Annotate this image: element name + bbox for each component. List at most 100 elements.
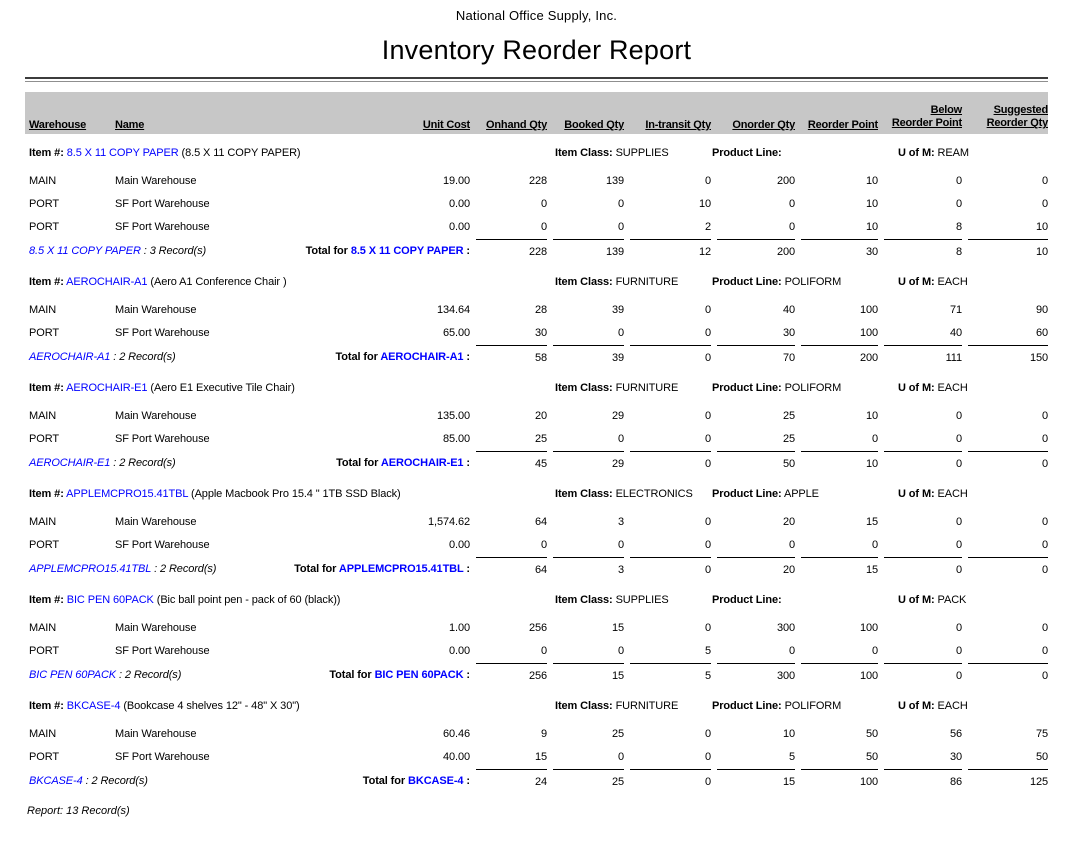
warehouse-code: PORT [29, 539, 59, 552]
col-header-suggested-line1: Suggested [993, 103, 1049, 116]
below-reorder-point-value: 0 [955, 645, 962, 658]
total-booked-qty: 39 [553, 344, 624, 369]
below-reorder-point-value: 30 [949, 751, 962, 764]
below-reorder-point-value: 0 [955, 410, 962, 423]
report-body: Item #: 8.5 X 11 COPY PAPER (8.5 X 11 CO… [25, 146, 1048, 793]
item-code-link[interactable]: AEROCHAIR-A1 [66, 275, 148, 288]
total-onhand-qty: 228 [476, 238, 547, 263]
booked-qty-value: 29 [611, 410, 624, 423]
onorder-qty-value: 0 [788, 198, 795, 211]
item-class-field: Item Class: ELECTRONICS [555, 487, 712, 503]
warehouse-rows: MAIN Main Warehouse 19.00 228 139 0 200 … [25, 170, 1048, 239]
warehouse-name: Main Warehouse [115, 622, 197, 635]
in-transit-qty-value: 10 [698, 198, 711, 211]
onhand-qty-value: 28 [534, 304, 547, 317]
onorder-qty-value: 0 [788, 221, 795, 234]
total-for-item-code: AEROCHAIR-A1 [380, 350, 464, 363]
total-below-reorder-point: 0 [884, 662, 962, 687]
group-total-label: Total for APPLEMCPRO15.41TBL : [265, 557, 470, 581]
item-group-header: Item #: AEROCHAIR-A1 (Aero A1 Conference… [25, 275, 1048, 291]
col-header-in-transit-qty: In-transit Qty [645, 119, 711, 131]
suggested-reorder-qty-value: 60 [1035, 327, 1048, 340]
below-reorder-point-value: 0 [955, 198, 962, 211]
warehouse-rows: MAIN Main Warehouse 135.00 20 29 0 25 10… [25, 405, 1048, 451]
item-group-header: Item #: APPLEMCPRO15.41TBL (Apple Macboo… [25, 487, 1048, 503]
total-reorder-point: 200 [801, 344, 878, 369]
warehouse-name: SF Port Warehouse [115, 433, 210, 446]
onhand-qty-value: 64 [534, 516, 547, 529]
onorder-qty-value: 20 [782, 516, 795, 529]
warehouse-name: SF Port Warehouse [115, 645, 210, 658]
warehouse-name: SF Port Warehouse [115, 327, 210, 340]
in-transit-qty-value: 0 [704, 175, 711, 188]
product-line-label: Product Line: [712, 147, 782, 159]
suggested-reorder-qty-value: 0 [1041, 622, 1048, 635]
suggested-reorder-qty-value: 50 [1035, 751, 1048, 764]
total-colon: : [466, 562, 470, 575]
uofm-value: EACH [937, 699, 968, 712]
in-transit-qty-value: 5 [704, 645, 711, 658]
total-reorder-point: 10 [801, 450, 878, 475]
unit-cost-value: 1,574.62 [427, 516, 470, 529]
item-description: (8.5 X 11 COPY PAPER) [181, 147, 301, 159]
product-line-field: Product Line: POLIFORM [712, 381, 898, 397]
item-group-header: Item #: BIC PEN 60PACK (Bic ball point p… [25, 593, 1048, 609]
warehouse-code: MAIN [29, 175, 57, 188]
item-code-link[interactable]: AEROCHAIR-E1 [66, 381, 148, 394]
warehouse-code: PORT [29, 433, 59, 446]
booked-qty-value: 0 [617, 751, 624, 764]
reorder-point-value: 50 [865, 728, 878, 741]
booked-qty-value: 139 [605, 175, 624, 188]
total-for-item-code: BKCASE-4 [408, 774, 464, 787]
item-code-link[interactable]: BKCASE-4 [66, 699, 121, 712]
total-onorder-qty: 300 [717, 662, 795, 687]
warehouse-row: PORT SF Port Warehouse 0.00 0 0 5 0 0 0 … [25, 640, 1048, 663]
item-description: (Apple Macbook Pro 15.4 " 1TB SSD Black) [191, 487, 401, 500]
item-number-line: Item #: AEROCHAIR-A1 (Aero A1 Conference… [25, 275, 555, 291]
item-class-field: Item Class: FURNITURE [555, 699, 712, 715]
warehouse-code: PORT [29, 327, 59, 340]
warehouse-code: PORT [29, 198, 59, 211]
total-for-label: Total for [329, 668, 372, 681]
suggested-reorder-qty-value: 0 [1041, 175, 1048, 188]
total-in-transit-qty: 5 [630, 662, 711, 687]
group-record-count: AEROCHAIR-E1 : 2 Record(s) [25, 451, 265, 475]
onhand-qty-value: 256 [528, 622, 547, 635]
unit-cost-value: 1.00 [448, 622, 470, 635]
group-count-item-code: AEROCHAIR-E1 [29, 456, 111, 469]
reorder-point-value: 0 [871, 539, 878, 552]
item-group: Item #: BKCASE-4 (Bookcase 4 shelves 12"… [25, 699, 1048, 793]
item-code-link[interactable]: BIC PEN 60PACK [66, 593, 154, 606]
booked-qty-value: 0 [617, 539, 624, 552]
item-code-link[interactable]: 8.5 X 11 COPY PAPER [66, 147, 179, 159]
product-line-field: Product Line: [712, 593, 898, 609]
total-for-label: Total for [362, 774, 406, 787]
item-class-field: Item Class: SUPPLIES [555, 593, 712, 609]
warehouse-code: MAIN [29, 410, 57, 423]
reorder-point-value: 100 [859, 327, 878, 340]
warehouse-name: Main Warehouse [115, 516, 197, 529]
warehouse-row: PORT SF Port Warehouse 65.00 30 0 0 30 1… [25, 322, 1048, 345]
reorder-point-value: 15 [865, 516, 878, 529]
col-header-unit-cost: Unit Cost [422, 119, 470, 131]
suggested-reorder-qty-value: 90 [1035, 304, 1048, 317]
product-line-value: POLIFORM [784, 275, 842, 288]
item-class-label: Item Class: [555, 147, 613, 159]
booked-qty-value: 3 [617, 516, 624, 529]
warehouse-rows: MAIN Main Warehouse 60.46 9 25 0 10 50 5… [25, 723, 1048, 769]
unit-cost-value: 19.00 [442, 175, 470, 188]
in-transit-qty-value: 0 [704, 539, 711, 552]
total-booked-qty: 25 [553, 768, 624, 793]
item-number-line: Item #: APPLEMCPRO15.41TBL (Apple Macboo… [25, 487, 555, 503]
report-record-count: Report: 13 Record(s) [27, 804, 130, 817]
total-onorder-qty: 50 [717, 450, 795, 475]
item-code-link[interactable]: APPLEMCPRO15.41TBL [66, 487, 189, 500]
group-total-row: BKCASE-4 : 2 Record(s) Total for BKCASE-… [25, 768, 1048, 793]
col-header-onhand-qty: Onhand Qty [486, 119, 547, 131]
total-onhand-qty: 45 [476, 450, 547, 475]
item-class-value: FURNITURE [615, 699, 679, 712]
total-below-reorder-point: 111 [884, 344, 962, 369]
uofm-label: U of M: [898, 275, 935, 288]
warehouse-row: MAIN Main Warehouse 1.00 256 15 0 300 10… [25, 617, 1048, 640]
total-onhand-qty: 24 [476, 768, 547, 793]
